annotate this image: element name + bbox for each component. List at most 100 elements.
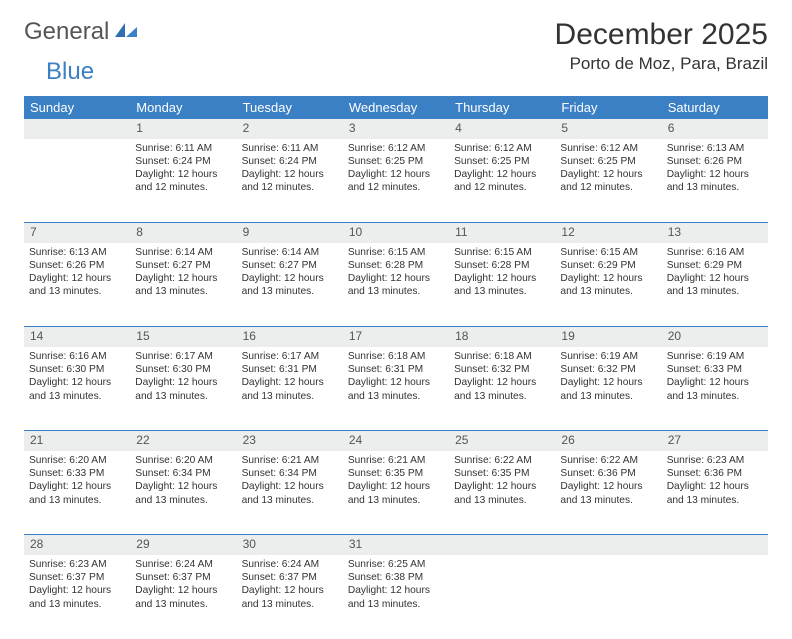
day-cell: Sunrise: 6:14 AM Sunset: 6:27 PM Dayligh… xyxy=(237,243,343,327)
month-title: December 2025 xyxy=(555,18,768,52)
brand-logo: General xyxy=(24,18,141,46)
day-number: 18 xyxy=(449,327,555,347)
day-cell: Sunrise: 6:15 AM Sunset: 6:28 PM Dayligh… xyxy=(343,243,449,327)
day-content-row: Sunrise: 6:13 AM Sunset: 6:26 PM Dayligh… xyxy=(24,243,768,327)
day-cell-text: Sunrise: 6:12 AM Sunset: 6:25 PM Dayligh… xyxy=(454,142,550,195)
day-cell: Sunrise: 6:22 AM Sunset: 6:35 PM Dayligh… xyxy=(449,451,555,535)
day-number: 21 xyxy=(24,431,130,451)
day-number: 19 xyxy=(555,327,661,347)
day-cell xyxy=(449,555,555,639)
day-cell: Sunrise: 6:19 AM Sunset: 6:32 PM Dayligh… xyxy=(555,347,661,431)
day-cell: Sunrise: 6:11 AM Sunset: 6:24 PM Dayligh… xyxy=(130,139,236,223)
day-cell-text: Sunrise: 6:18 AM Sunset: 6:31 PM Dayligh… xyxy=(348,350,444,403)
day-number: 29 xyxy=(130,535,236,555)
day-cell: Sunrise: 6:21 AM Sunset: 6:34 PM Dayligh… xyxy=(237,451,343,535)
day-cell-text: Sunrise: 6:13 AM Sunset: 6:26 PM Dayligh… xyxy=(29,246,125,299)
day-cell-text: Sunrise: 6:12 AM Sunset: 6:25 PM Dayligh… xyxy=(348,142,444,195)
daynum-row: 28293031 xyxy=(24,535,768,555)
day-cell: Sunrise: 6:24 AM Sunset: 6:37 PM Dayligh… xyxy=(237,555,343,639)
day-cell: Sunrise: 6:12 AM Sunset: 6:25 PM Dayligh… xyxy=(343,139,449,223)
title-block: December 2025 Porto de Moz, Para, Brazil xyxy=(555,18,768,74)
day-number: 11 xyxy=(449,223,555,243)
day-number xyxy=(555,535,661,555)
day-cell xyxy=(662,555,768,639)
day-cell-text: Sunrise: 6:15 AM Sunset: 6:28 PM Dayligh… xyxy=(454,246,550,299)
day-cell-text: Sunrise: 6:12 AM Sunset: 6:25 PM Dayligh… xyxy=(560,142,656,195)
day-cell: Sunrise: 6:19 AM Sunset: 6:33 PM Dayligh… xyxy=(662,347,768,431)
weekday-header: Monday xyxy=(130,96,236,119)
day-content-row: Sunrise: 6:16 AM Sunset: 6:30 PM Dayligh… xyxy=(24,347,768,431)
day-cell: Sunrise: 6:14 AM Sunset: 6:27 PM Dayligh… xyxy=(130,243,236,327)
daynum-row: 21222324252627 xyxy=(24,431,768,451)
day-number: 13 xyxy=(662,223,768,243)
day-number: 1 xyxy=(130,119,236,139)
day-cell-text: Sunrise: 6:11 AM Sunset: 6:24 PM Dayligh… xyxy=(135,142,231,195)
day-cell: Sunrise: 6:24 AM Sunset: 6:37 PM Dayligh… xyxy=(130,555,236,639)
day-number: 16 xyxy=(237,327,343,347)
day-cell: Sunrise: 6:12 AM Sunset: 6:25 PM Dayligh… xyxy=(555,139,661,223)
day-number: 22 xyxy=(130,431,236,451)
day-cell: Sunrise: 6:23 AM Sunset: 6:37 PM Dayligh… xyxy=(24,555,130,639)
day-number xyxy=(449,535,555,555)
day-cell-text: Sunrise: 6:13 AM Sunset: 6:26 PM Dayligh… xyxy=(667,142,763,195)
day-cell-text: Sunrise: 6:20 AM Sunset: 6:34 PM Dayligh… xyxy=(135,454,231,507)
day-cell-text: Sunrise: 6:23 AM Sunset: 6:37 PM Dayligh… xyxy=(29,558,125,611)
day-cell xyxy=(24,139,130,223)
day-number: 12 xyxy=(555,223,661,243)
day-number: 17 xyxy=(343,327,449,347)
day-number: 3 xyxy=(343,119,449,139)
day-cell: Sunrise: 6:17 AM Sunset: 6:31 PM Dayligh… xyxy=(237,347,343,431)
day-number: 8 xyxy=(130,223,236,243)
weekday-header: Sunday xyxy=(24,96,130,119)
day-cell: Sunrise: 6:12 AM Sunset: 6:25 PM Dayligh… xyxy=(449,139,555,223)
day-number: 10 xyxy=(343,223,449,243)
day-number: 24 xyxy=(343,431,449,451)
day-cell-text: Sunrise: 6:14 AM Sunset: 6:27 PM Dayligh… xyxy=(242,246,338,299)
day-number: 31 xyxy=(343,535,449,555)
day-cell: Sunrise: 6:17 AM Sunset: 6:30 PM Dayligh… xyxy=(130,347,236,431)
day-cell-text: Sunrise: 6:19 AM Sunset: 6:32 PM Dayligh… xyxy=(560,350,656,403)
day-cell: Sunrise: 6:15 AM Sunset: 6:29 PM Dayligh… xyxy=(555,243,661,327)
day-cell-text: Sunrise: 6:14 AM Sunset: 6:27 PM Dayligh… xyxy=(135,246,231,299)
day-cell: Sunrise: 6:20 AM Sunset: 6:33 PM Dayligh… xyxy=(24,451,130,535)
logo-sail-icon xyxy=(113,18,139,46)
day-content-row: Sunrise: 6:23 AM Sunset: 6:37 PM Dayligh… xyxy=(24,555,768,639)
day-number: 15 xyxy=(130,327,236,347)
day-cell-text: Sunrise: 6:15 AM Sunset: 6:29 PM Dayligh… xyxy=(560,246,656,299)
weekday-header: Thursday xyxy=(449,96,555,119)
day-cell: Sunrise: 6:18 AM Sunset: 6:32 PM Dayligh… xyxy=(449,347,555,431)
day-cell-text: Sunrise: 6:18 AM Sunset: 6:32 PM Dayligh… xyxy=(454,350,550,403)
day-cell-text: Sunrise: 6:19 AM Sunset: 6:33 PM Dayligh… xyxy=(667,350,763,403)
day-cell xyxy=(555,555,661,639)
day-cell-text: Sunrise: 6:17 AM Sunset: 6:30 PM Dayligh… xyxy=(135,350,231,403)
day-cell-text: Sunrise: 6:22 AM Sunset: 6:36 PM Dayligh… xyxy=(560,454,656,507)
day-cell: Sunrise: 6:13 AM Sunset: 6:26 PM Dayligh… xyxy=(662,139,768,223)
day-number: 28 xyxy=(24,535,130,555)
day-number: 23 xyxy=(237,431,343,451)
day-cell-text: Sunrise: 6:21 AM Sunset: 6:34 PM Dayligh… xyxy=(242,454,338,507)
day-number: 5 xyxy=(555,119,661,139)
day-cell: Sunrise: 6:11 AM Sunset: 6:24 PM Dayligh… xyxy=(237,139,343,223)
day-number: 20 xyxy=(662,327,768,347)
day-cell: Sunrise: 6:16 AM Sunset: 6:29 PM Dayligh… xyxy=(662,243,768,327)
day-number: 25 xyxy=(449,431,555,451)
day-cell: Sunrise: 6:13 AM Sunset: 6:26 PM Dayligh… xyxy=(24,243,130,327)
day-cell: Sunrise: 6:20 AM Sunset: 6:34 PM Dayligh… xyxy=(130,451,236,535)
day-number: 2 xyxy=(237,119,343,139)
daynum-row: 14151617181920 xyxy=(24,327,768,347)
location-label: Porto de Moz, Para, Brazil xyxy=(555,54,768,74)
calendar-table: Sunday Monday Tuesday Wednesday Thursday… xyxy=(24,96,768,639)
day-cell-text: Sunrise: 6:22 AM Sunset: 6:35 PM Dayligh… xyxy=(454,454,550,507)
day-cell-text: Sunrise: 6:16 AM Sunset: 6:30 PM Dayligh… xyxy=(29,350,125,403)
day-cell-text: Sunrise: 6:24 AM Sunset: 6:37 PM Dayligh… xyxy=(135,558,231,611)
day-cell: Sunrise: 6:18 AM Sunset: 6:31 PM Dayligh… xyxy=(343,347,449,431)
day-number: 7 xyxy=(24,223,130,243)
day-number: 6 xyxy=(662,119,768,139)
day-number: 30 xyxy=(237,535,343,555)
brand-word-2: Blue xyxy=(46,58,94,86)
brand-word-1: General xyxy=(24,18,109,46)
day-cell: Sunrise: 6:15 AM Sunset: 6:28 PM Dayligh… xyxy=(449,243,555,327)
day-cell: Sunrise: 6:21 AM Sunset: 6:35 PM Dayligh… xyxy=(343,451,449,535)
day-cell-text: Sunrise: 6:21 AM Sunset: 6:35 PM Dayligh… xyxy=(348,454,444,507)
day-number xyxy=(24,119,130,139)
